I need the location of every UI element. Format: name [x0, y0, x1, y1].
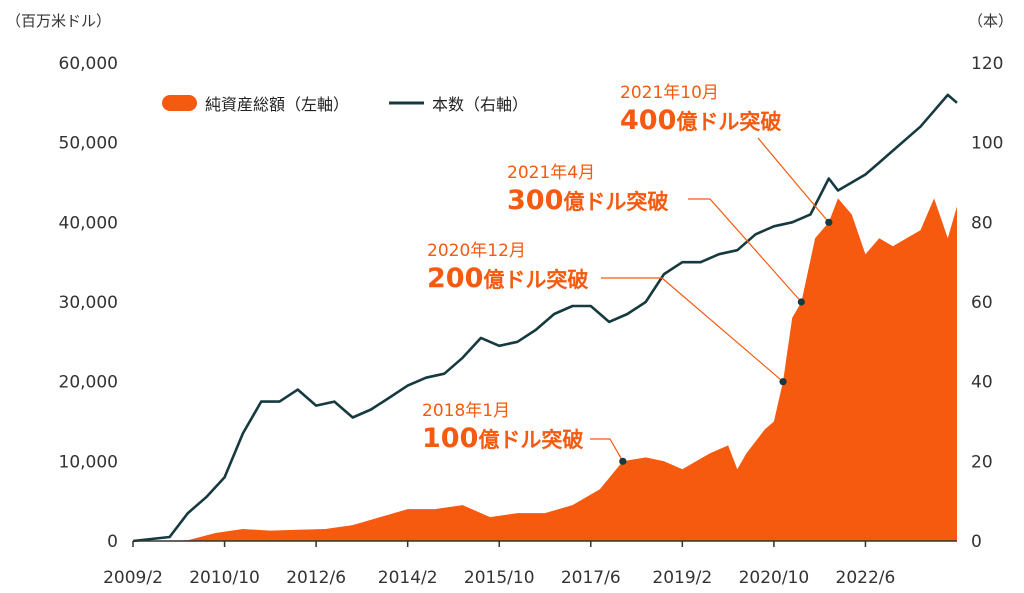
series-line-fund-count — [132, 93, 958, 543]
annotation-label: 200億ドル突破 — [427, 263, 588, 294]
right-tick-label: 20 — [971, 452, 993, 472]
annotation-suffix: 億ドル突破 — [563, 190, 668, 214]
x-tick-label: 2019/2 — [652, 568, 712, 588]
legend-area-label: 純資産総額（左軸） — [205, 95, 349, 114]
annotation-date: 2021年10月 — [620, 83, 719, 103]
milestone-marker — [825, 218, 833, 226]
annotation-suffix: 億ドル突破 — [478, 428, 583, 452]
annotation-date: 2018年1月 — [422, 401, 510, 421]
annotation-amount: 200 — [427, 263, 483, 294]
annotation-amount: 300 — [507, 185, 563, 216]
right-tick-label: 60 — [971, 293, 993, 313]
axes: 0 10,000 20,000 30,000 40,000 50,000 60,000 0 20… — [59, 54, 1004, 588]
annotation-date: 2021年4月 — [507, 163, 595, 183]
x-tick-label: 2017/6 — [561, 568, 621, 588]
x-tick-label: 2022/6 — [836, 568, 896, 588]
line-series-layer — [132, 93, 958, 543]
x-tick-label: 2020/10 — [739, 568, 810, 588]
annotation-label: 300億ドル突破 — [507, 185, 668, 216]
left-tick-label: 20,000 — [59, 373, 118, 393]
right-tick-label: 120 — [971, 54, 1003, 74]
right-tick-label: 40 — [971, 373, 993, 393]
legend-line-label: 本数（右軸） — [432, 95, 528, 114]
annotation-amount: 400 — [620, 105, 676, 136]
left-tick-label: 50,000 — [59, 134, 118, 154]
x-tick-label: 2012/6 — [286, 568, 346, 588]
annotation-label: 100億ドル突破 — [422, 423, 583, 454]
annotation-leader-line — [688, 198, 802, 303]
x-tick-label: 2009/2 — [103, 568, 163, 588]
annotation-amount: 100 — [422, 423, 478, 454]
series-area-net-assets — [133, 198, 957, 541]
x-tick-label: 2014/2 — [378, 568, 438, 588]
annotation-suffix: 億ドル突破 — [676, 110, 781, 134]
legend: 純資産総額（左軸） 本数（右軸） — [162, 95, 528, 114]
x-tick-label: 2015/10 — [464, 568, 535, 588]
annotation-suffix: 億ドル突破 — [483, 268, 588, 292]
left-tick-label: 0 — [107, 532, 118, 552]
annotation-date: 2020年12月 — [427, 241, 526, 261]
left-tick-label: 40,000 — [59, 213, 118, 233]
milestone-marker — [779, 378, 787, 386]
right-tick-label: 0 — [971, 532, 982, 552]
milestone-marker — [797, 298, 805, 306]
x-tick-label: 2010/10 — [189, 568, 260, 588]
annotation-label: 400億ドル突破 — [620, 105, 781, 136]
left-tick-label: 10,000 — [59, 452, 118, 472]
left-tick-label: 60,000 — [59, 54, 118, 74]
annotations: 2018年1月100億ドル突破2020年12月200億ドル突破2021年4月30… — [422, 83, 833, 465]
left-tick-label: 30,000 — [59, 293, 118, 313]
legend-area-swatch — [162, 95, 197, 111]
right-tick-label: 80 — [971, 213, 993, 233]
area-series-layer — [133, 198, 957, 541]
left-axis-unit: （百万米ドル） — [6, 12, 111, 30]
annotation-leader-line — [757, 137, 830, 223]
right-axis-unit: （本） — [968, 12, 1013, 30]
annotation-leader-line — [590, 438, 624, 462]
milestone-marker — [619, 457, 627, 465]
right-tick-label: 100 — [971, 134, 1003, 154]
annotation-leader-line — [601, 277, 784, 383]
